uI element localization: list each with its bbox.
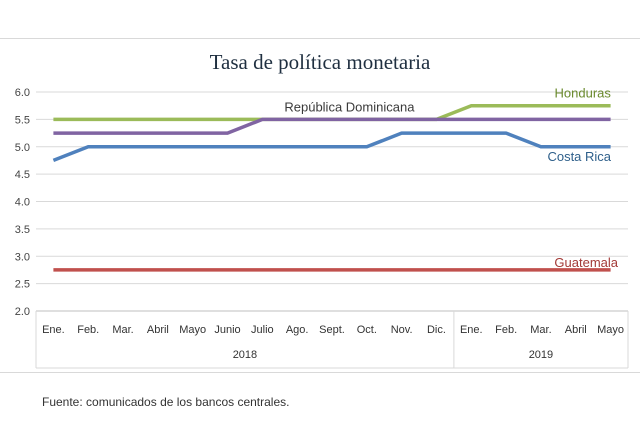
x-tick-label: Ago. [286,324,309,336]
bottom-rule [0,372,640,373]
series-label: Costa Rica [547,149,611,164]
x-tick-label: Abril [565,324,587,336]
x-tick-label: Nov. [391,324,413,336]
y-tick-label: 3.5 [15,224,30,236]
x-tick-label: Dic. [427,324,446,336]
x-tick-label: Feb. [77,324,99,336]
y-tick-label: 5.5 [15,114,30,126]
x-tick-label: Abril [147,324,169,336]
series-label: Honduras [555,86,612,101]
y-tick-label: 6.0 [15,87,30,99]
x-tick-label: Ene. [460,324,483,336]
x-tick-label: Ene. [42,324,65,336]
y-tick-label: 5.0 [15,142,30,154]
x-tick-label: Mayo [179,324,206,336]
series-line [53,117,611,135]
top-rule [0,38,640,39]
y-tick-label: 4.5 [15,169,30,181]
x-tick-label: Julio [251,324,274,336]
group-label: 2018 [233,349,257,361]
x-tick-label: Oct. [357,324,377,336]
series-line [52,131,611,163]
series-label: Guatemala [554,255,618,270]
series-label: República Dominicana [284,99,415,114]
y-tick-label: 2.5 [15,279,30,291]
x-tick-label: Mayo [597,324,624,336]
x-tick-label: Mar. [530,324,551,336]
source-note: Fuente: comunicados de los bancos centra… [42,395,290,409]
x-tick-label: Sept. [319,324,345,336]
x-tick-label: Feb. [495,324,517,336]
y-tick-label: 3.0 [15,251,30,263]
x-tick-label: Mar. [112,324,133,336]
x-tick-label: Junio [214,324,240,336]
y-tick-label: 2.0 [15,306,30,318]
chart-title: Tasa de política monetaria [209,50,431,74]
group-label: 2019 [529,349,553,361]
y-tick-label: 4.0 [15,197,30,209]
